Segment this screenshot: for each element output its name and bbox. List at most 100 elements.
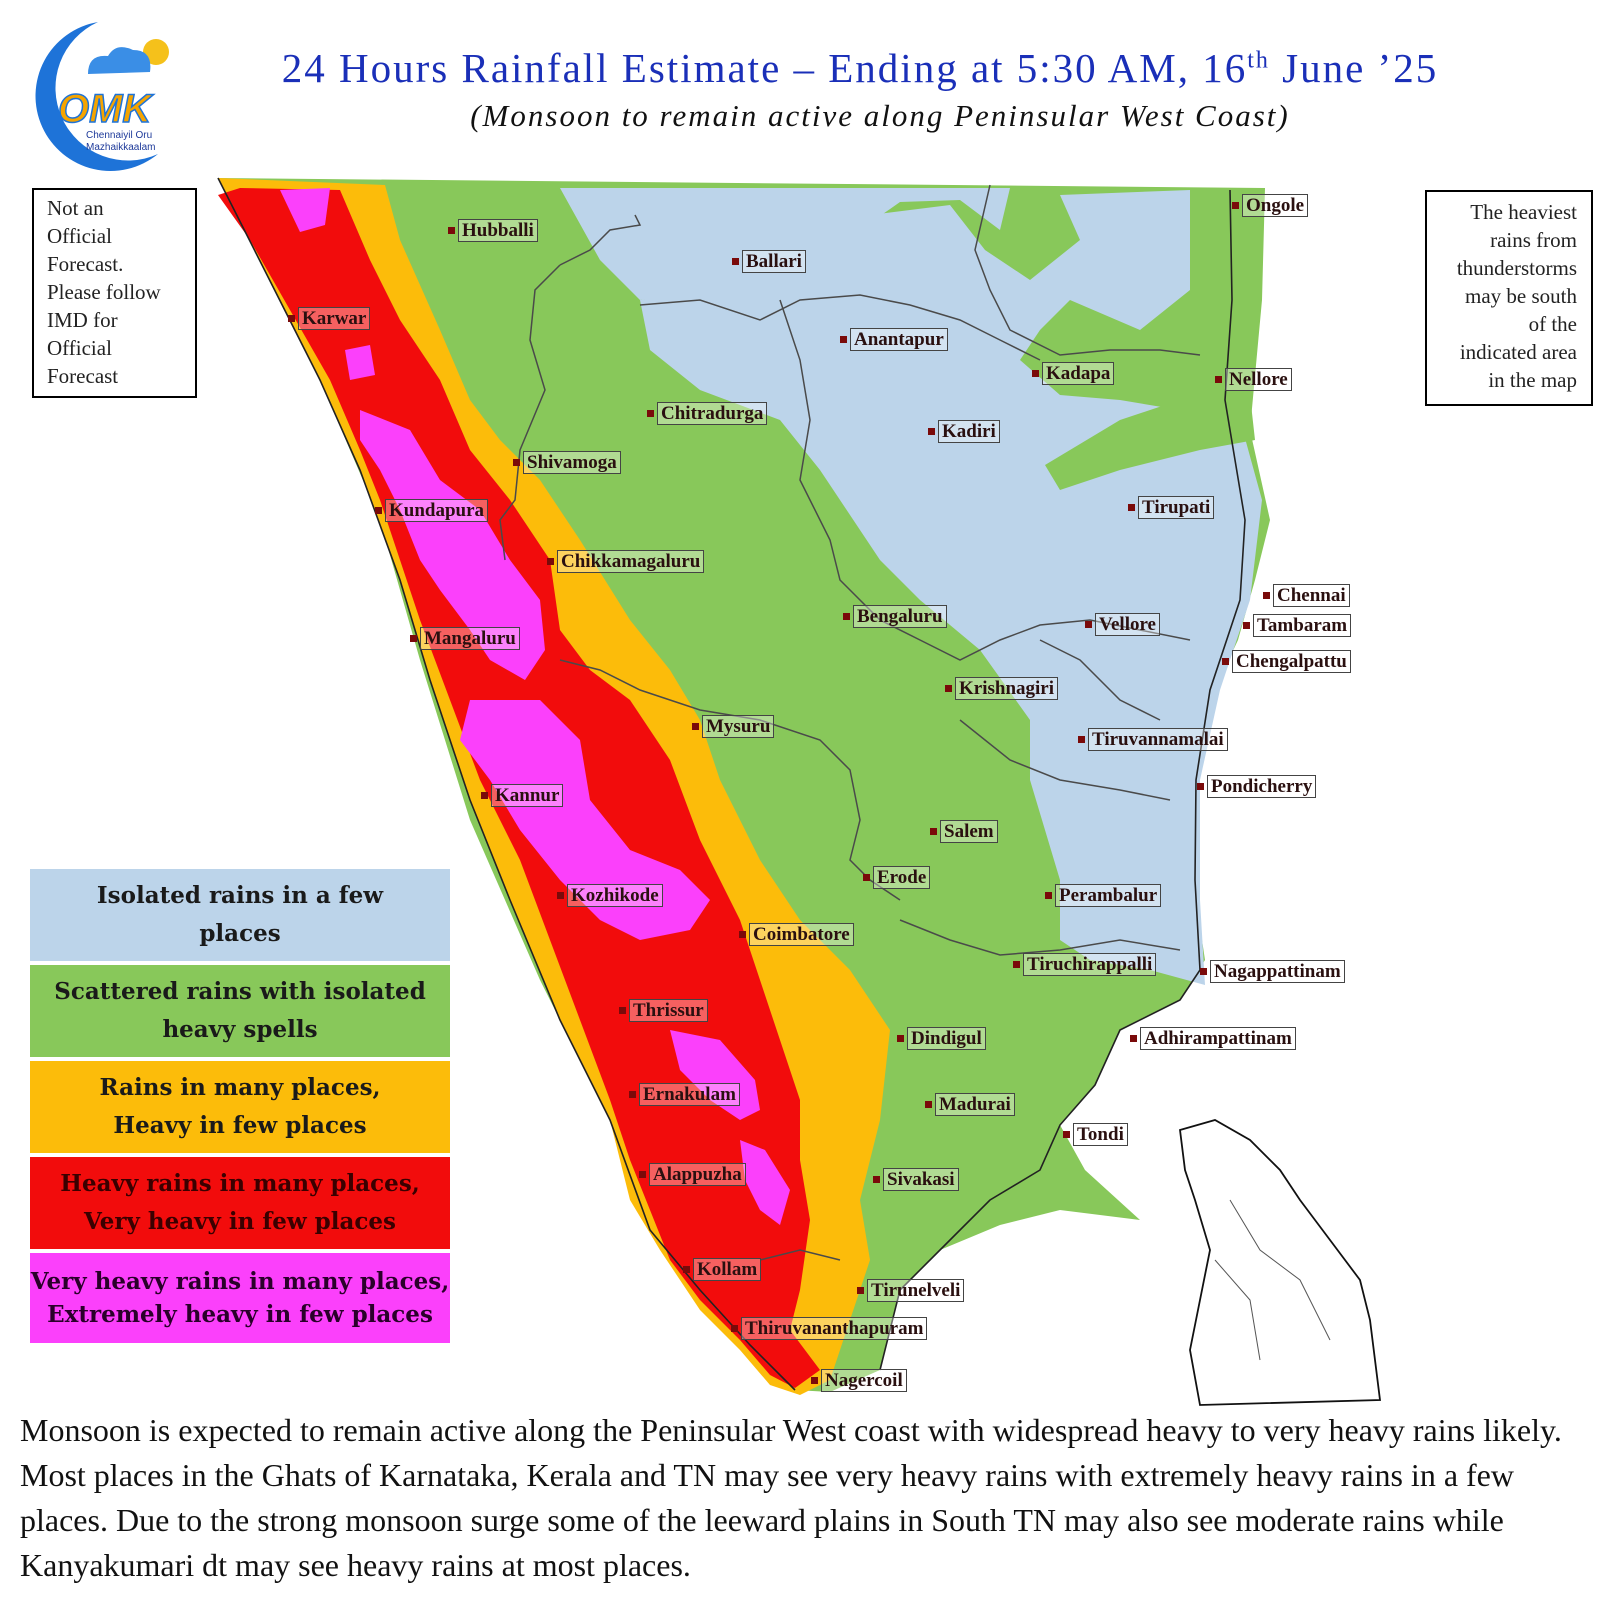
zone-magenta-4 [460,700,710,940]
omk-logo: OMK Chennaiyil Oru Mazhaikkaalam [35,22,169,171]
side-note-line: of the [1528,312,1577,336]
city-marker-icon [1222,658,1229,665]
city-marker-icon [683,1266,690,1273]
city-tondi: Tondi [1063,1123,1128,1146]
srilanka-roads [1214,1199,1331,1361]
city-tiruvannamalai: Tiruvannamalai [1078,728,1228,751]
page-subtitle: (Monsoon to remain active along Peninsul… [470,98,1290,133]
city-thrissur: Thrissur [619,999,708,1022]
city-marker-icon [410,635,417,642]
city-marker-icon [731,1325,738,1332]
city-marker-icon [639,1171,646,1178]
city-kannur: Kannur [481,784,564,807]
city-label: Tirupati [1138,496,1215,519]
city-marker-icon [513,459,520,466]
city-ernakulam: Ernakulam [629,1083,740,1106]
side-note-box: The heaviest rains from thunderstorms ma… [1425,190,1593,406]
city-tambaram: Tambaram [1243,614,1352,637]
city-marker-icon [928,428,935,435]
city-label: Salem [940,820,998,843]
city-bengaluru: Bengaluru [843,605,947,628]
disclaimer-line: Forecast. [47,252,124,276]
city-sivakasi: Sivakasi [873,1168,959,1191]
city-label: Chitradurga [657,402,768,425]
legend-label: Isolated rains in a few [96,882,384,909]
city-marker-icon [481,792,488,799]
sun-icon [143,39,169,65]
side-note-line: rains from [1490,228,1577,252]
disclaimer-line: Not an [47,196,104,220]
legend-item-very-heavy: Very heavy rains in many places, Extremel… [28,1251,452,1345]
legend-label: Rains in many places, [99,1074,381,1101]
srilanka-outline [1179,1119,1382,1406]
city-ballari: Ballari [732,250,806,273]
forecast-description: Monsoon is expected to remain active alo… [20,1412,1562,1583]
city-label: Anantapur [850,328,948,351]
city-label: Ballari [742,250,806,273]
city-mangaluru: Mangaluru [410,627,520,650]
coastline-east [879,189,1246,1371]
city-label: Tambaram [1253,614,1352,637]
city-chitradurga: Chitradurga [647,402,768,425]
city-krishnagiri: Krishnagiri [945,677,1059,700]
legend-label: places [199,920,281,947]
city-pondicherry: Pondicherry [1197,775,1317,798]
city-kadiri: Kadiri [928,420,1000,443]
city-marker-icon [1263,592,1270,599]
city-kollam: Kollam [683,1258,762,1281]
city-label: Shivamoga [523,451,621,474]
city-marker-icon [619,1007,626,1014]
city-madurai: Madurai [925,1093,1015,1116]
city-nagercoil: Nagercoil [811,1369,907,1392]
city-label: Karwar [298,307,371,330]
coastline-west [217,177,796,1391]
zone-blue-main [640,190,1262,985]
city-marker-icon [557,892,564,899]
disclaimer-line: Forecast [47,364,119,388]
city-label: Nellore [1225,368,1292,391]
city-marker-icon [873,1176,880,1183]
side-note-line: in the map [1488,368,1577,392]
city-marker-icon [629,1091,636,1098]
title-main: 24 Hours Rainfall Estimate – Ending at 5… [281,45,1248,91]
disclaimer-line: Official [47,224,112,248]
city-marker-icon [647,410,654,417]
city-tiruchirappalli: Tiruchirappalli [1013,953,1157,976]
disclaimer-box: Not an Official Forecast. Please follow … [32,188,197,398]
city-label: Bengaluru [853,605,947,628]
city-label: Adhirampattinam [1140,1027,1296,1050]
zone-green-patch-2 [810,480,860,600]
city-marker-icon [1063,1131,1070,1138]
city-chikkamagaluru: Chikkamagaluru [547,550,705,573]
city-karwar: Karwar [288,307,371,330]
city-label: Sivakasi [883,1168,959,1191]
legend-label: Very heavy in few places [84,1208,396,1235]
zone-blue-north [560,188,1010,300]
city-marker-icon [1200,968,1207,975]
city-label: Vellore [1095,613,1160,636]
legend-label: Very heavy rains in many places, [30,1268,450,1295]
logo-wordmark: OMK [58,87,154,131]
disclaimer-line: Official [47,336,112,360]
legend-label: Heavy rains in many places, [60,1170,420,1197]
page-title: 24 Hours Rainfall Estimate – Ending at 5… [220,44,1500,92]
city-label: Chengalpattu [1232,650,1351,673]
city-label: Nagercoil [821,1369,907,1392]
city-marker-icon [1128,504,1135,511]
city-marker-icon [288,315,295,322]
legend-label: Scattered rains with isolated [54,978,426,1005]
city-nagappattinam: Nagappattinam [1200,960,1345,983]
city-nellore: Nellore [1215,368,1292,391]
city-marker-icon [448,227,455,234]
side-note-line: indicated area [1459,340,1577,364]
zone-magenta-1 [280,188,330,232]
city-marker-icon [1197,783,1204,790]
cloud-icon [88,47,151,74]
legend-label: heavy spells [162,1016,318,1043]
city-marker-icon [925,1101,932,1108]
city-label: Pondicherry [1207,775,1317,798]
city-label: Kozhikode [567,884,663,907]
city-marker-icon [1232,202,1239,209]
city-tirunelveli: Tirunelveli [857,1279,965,1302]
city-label: Tirunelveli [867,1279,965,1302]
